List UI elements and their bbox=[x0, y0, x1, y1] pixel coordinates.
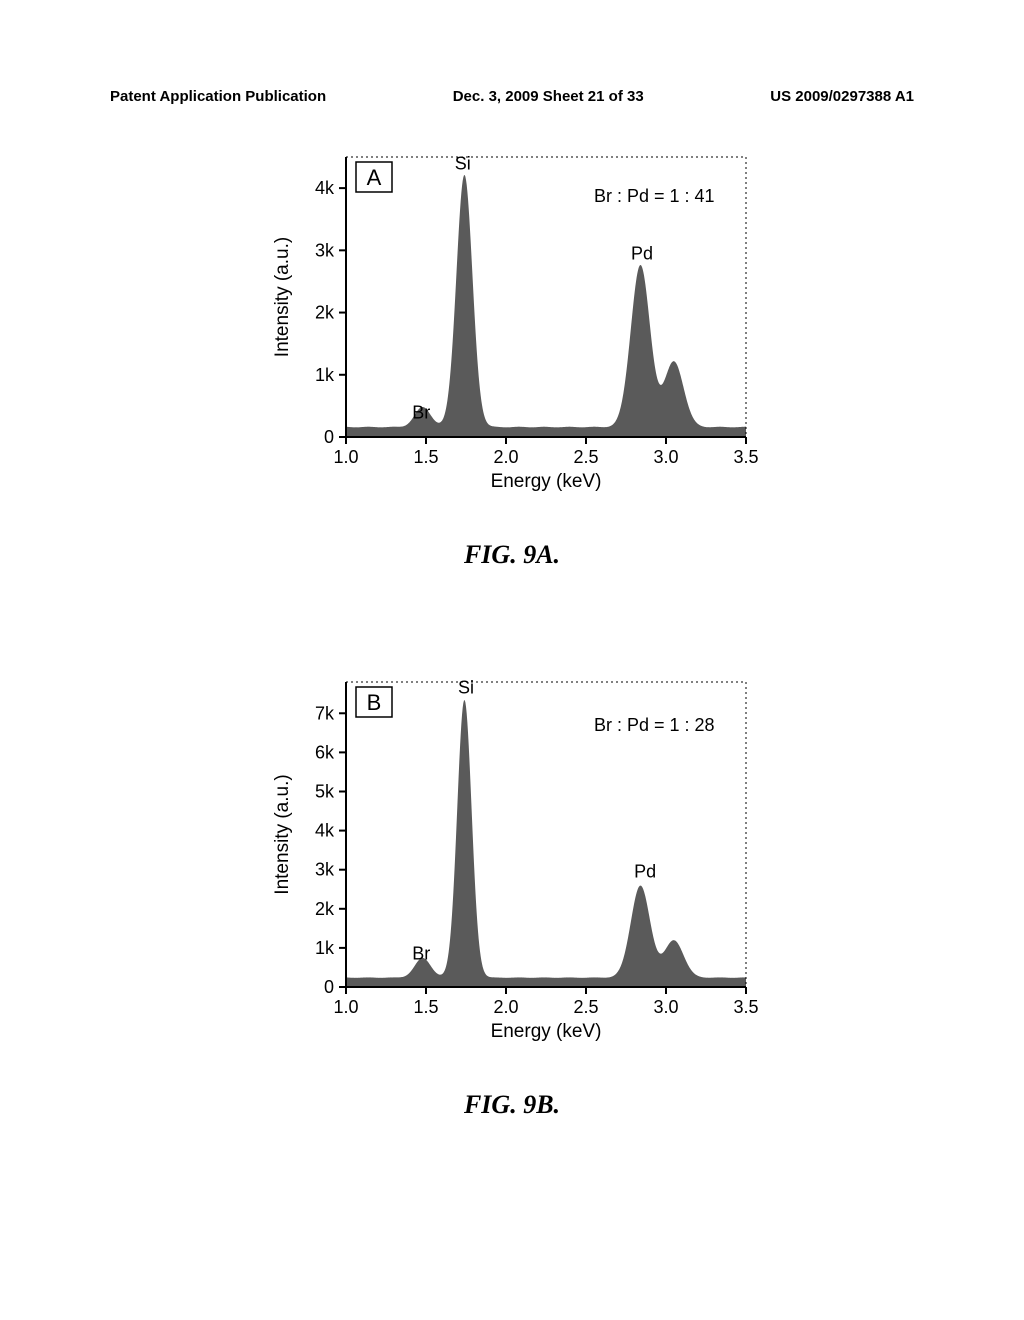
ytick-label: 6k bbox=[315, 742, 335, 762]
peak-label-br: Br bbox=[412, 944, 430, 964]
ytick-label: 3k bbox=[315, 240, 335, 260]
xtick-label: 2.5 bbox=[573, 447, 598, 467]
ytick-label: 4k bbox=[315, 821, 335, 841]
ratio-text: Br : Pd = 1 : 41 bbox=[594, 186, 715, 206]
panel-label: A bbox=[367, 165, 382, 190]
xtick-label: 1.0 bbox=[333, 997, 358, 1017]
xtick-label: 1.5 bbox=[413, 997, 438, 1017]
xtick-label: 3.0 bbox=[653, 447, 678, 467]
yaxis-label: Intensity (a.u.) bbox=[272, 774, 293, 894]
ytick-label: 1k bbox=[315, 365, 335, 385]
ytick-label: 0 bbox=[324, 977, 334, 997]
header-center: Dec. 3, 2009 Sheet 21 of 33 bbox=[453, 88, 644, 105]
ytick-label: 3k bbox=[315, 860, 335, 880]
figure-9b-caption: FIG. 9B. bbox=[266, 1090, 758, 1120]
ytick-label: 2k bbox=[315, 303, 335, 323]
figure-9a-block: 1.0 1.5 2.0 2.5 3.0 3.5 0 1k 2k 3k 4k Energy (keV) I… bbox=[266, 145, 758, 570]
page-header: Patent Application Publication Dec. 3, 2… bbox=[110, 88, 914, 105]
xtick-label: 2.5 bbox=[573, 997, 598, 1017]
xtick-label: 1.5 bbox=[413, 447, 438, 467]
ytick-label: 4k bbox=[315, 178, 335, 198]
panel-label: B bbox=[367, 690, 382, 715]
ytick-label: 2k bbox=[315, 899, 335, 919]
ytick-label: 1k bbox=[315, 938, 335, 958]
header-right: US 2009/0297388 A1 bbox=[770, 88, 914, 105]
ytick-label: 7k bbox=[315, 703, 335, 723]
xtick-label: 3.0 bbox=[653, 997, 678, 1017]
xtick-label: 1.0 bbox=[333, 447, 358, 467]
header-left: Patent Application Publication bbox=[110, 88, 326, 105]
ytick-label: 0 bbox=[324, 427, 334, 447]
peak-label-si: Si bbox=[455, 153, 471, 173]
ratio-text: Br : Pd = 1 : 28 bbox=[594, 715, 715, 735]
xtick-label: 2.0 bbox=[493, 447, 518, 467]
chart-9a: 1.0 1.5 2.0 2.5 3.0 3.5 0 1k 2k 3k 4k Energy (keV) I… bbox=[266, 145, 758, 502]
xtick-label: 2.0 bbox=[493, 997, 518, 1017]
xtick-label: 3.5 bbox=[733, 997, 758, 1017]
peak-label-si: Si bbox=[458, 678, 474, 698]
peak-label-pd: Pd bbox=[631, 244, 653, 264]
xtick-label: 3.5 bbox=[733, 447, 758, 467]
yaxis-label: Intensity (a.u.) bbox=[272, 237, 293, 357]
figure-9a-caption: FIG. 9A. bbox=[266, 540, 758, 570]
xaxis-label: Energy (keV) bbox=[491, 471, 602, 492]
xaxis-label: Energy (keV) bbox=[491, 1021, 602, 1042]
peak-label-pd: Pd bbox=[634, 862, 656, 882]
ytick-label: 5k bbox=[315, 781, 335, 801]
peak-label-br: Br bbox=[412, 402, 430, 422]
figure-9b-block: 1.0 1.5 2.0 2.5 3.0 3.5 0 1k 2k 3k 4k 5k 6k 7k Energy … bbox=[266, 670, 758, 1120]
chart-9b: 1.0 1.5 2.0 2.5 3.0 3.5 0 1k 2k 3k 4k 5k 6k 7k Energy … bbox=[266, 670, 758, 1052]
